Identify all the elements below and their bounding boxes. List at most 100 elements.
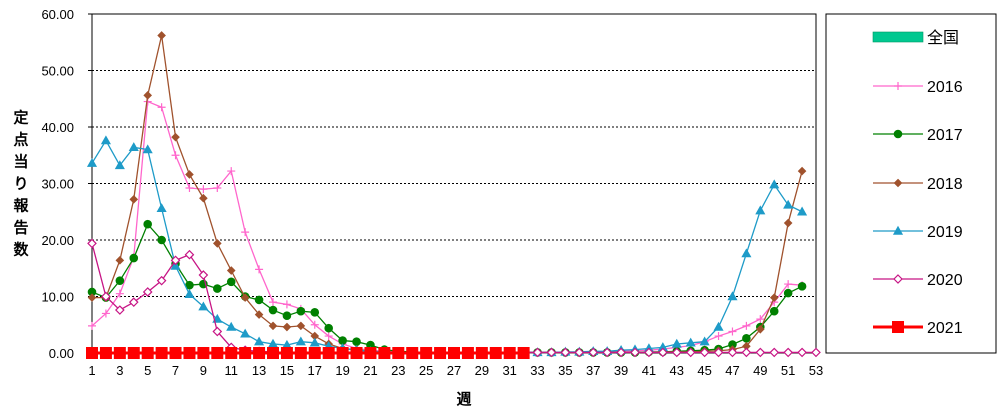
x-tick-label: 7: [172, 363, 179, 378]
data-point-2017: [743, 335, 751, 343]
data-point-2017: [144, 220, 152, 228]
legend-label: 2019: [927, 224, 963, 241]
data-point-2021: [379, 348, 390, 359]
data-point-2021: [100, 348, 111, 359]
x-tick-label: 47: [725, 363, 739, 378]
y-tick-label: 60.00: [41, 7, 74, 22]
data-point-2021: [114, 348, 125, 359]
x-tick-label: 15: [280, 363, 294, 378]
data-point-2021: [87, 348, 98, 359]
legend-label: 全国: [927, 29, 959, 47]
x-tick-label: 53: [809, 363, 823, 378]
data-point-2017: [784, 289, 792, 297]
data-point-2021: [351, 348, 362, 359]
data-point-2021: [309, 348, 320, 359]
data-point-2021: [421, 348, 432, 359]
data-point-2017: [255, 296, 263, 304]
data-point-2021: [254, 348, 265, 359]
y-tick-label: 30.00: [41, 177, 74, 192]
data-point-2017: [297, 307, 305, 315]
legend-marker: [894, 130, 902, 138]
data-point-2021: [156, 348, 167, 359]
y-tick-label: 40.00: [41, 120, 74, 135]
x-tick-label: 19: [335, 363, 349, 378]
legend-label: 2021: [927, 320, 963, 337]
x-tick-label: 35: [558, 363, 572, 378]
y-tick-label: 20.00: [41, 233, 74, 248]
y-axis-label: 定点当り報告数: [13, 109, 29, 259]
y-tick-label: 10.00: [41, 290, 74, 305]
data-point-2017: [130, 254, 138, 262]
data-point-2021: [518, 348, 529, 359]
x-tick-label: 31: [502, 363, 516, 378]
data-point-2021: [226, 348, 237, 359]
data-point-2017: [283, 312, 291, 320]
data-point-2021: [281, 348, 292, 359]
data-point-2017: [353, 338, 361, 346]
data-point-2021: [462, 348, 473, 359]
data-point-2021: [449, 348, 460, 359]
y-axis-ticks: 0.00 10.00 20.00 30.00 40.00 50.00 60.00: [41, 7, 92, 361]
data-point-2021: [170, 348, 181, 359]
x-tick-label: 43: [670, 363, 684, 378]
y-tick-label: 0.00: [49, 346, 74, 361]
data-point-2017: [770, 307, 778, 315]
x-axis-label: 週: [456, 391, 471, 408]
x-tick-label: 11: [224, 363, 238, 378]
x-tick-label: 41: [642, 363, 656, 378]
data-point-2021: [128, 348, 139, 359]
data-point-2021: [142, 348, 153, 359]
x-tick-label: 39: [614, 363, 628, 378]
x-tick-label: 5: [144, 363, 151, 378]
data-point-2017: [158, 236, 166, 244]
legend-swatch: [873, 32, 923, 42]
x-tick-label: 3: [116, 363, 123, 378]
legend-marker: [893, 322, 904, 333]
data-point-2017: [269, 306, 277, 314]
x-tick-label: 13: [252, 363, 266, 378]
y-tick-label: 50.00: [41, 64, 74, 79]
data-point-2021: [365, 348, 376, 359]
data-point-2021: [184, 348, 195, 359]
data-point-2021: [490, 348, 501, 359]
legend: 全国 2016 2017 2018 2019 2020 2021: [826, 14, 996, 353]
x-tick-label: 33: [530, 363, 544, 378]
legend-label: 2016: [927, 79, 963, 96]
legend-label: 2018: [927, 176, 963, 193]
data-point-2021: [393, 348, 404, 359]
legend-label: 2020: [927, 272, 963, 289]
data-point-2021: [240, 348, 251, 359]
data-point-2021: [268, 348, 279, 359]
x-tick-label: 1: [88, 363, 95, 378]
data-point-2021: [504, 348, 515, 359]
data-point-2021: [476, 348, 487, 359]
x-tick-label: 23: [391, 363, 405, 378]
data-point-2021: [337, 348, 348, 359]
x-tick-label: 25: [419, 363, 433, 378]
x-tick-label: 21: [363, 363, 377, 378]
x-tick-label: 51: [781, 363, 795, 378]
data-point-2017: [339, 337, 347, 345]
data-point-2021: [435, 348, 446, 359]
data-point-2017: [116, 277, 124, 285]
data-point-2017: [798, 283, 806, 291]
data-point-2021: [323, 348, 334, 359]
data-point-2021: [212, 348, 223, 359]
x-tick-label: 9: [200, 363, 207, 378]
data-point-2017: [227, 278, 235, 286]
x-tick-label: 27: [447, 363, 461, 378]
data-point-2021: [407, 348, 418, 359]
x-tick-label: 37: [586, 363, 600, 378]
x-tick-label: 49: [753, 363, 767, 378]
data-point-2021: [295, 348, 306, 359]
data-point-2021: [198, 348, 209, 359]
data-point-2017: [311, 309, 319, 317]
data-point-2017: [214, 285, 222, 293]
x-tick-label: 45: [697, 363, 711, 378]
x-tick-label: 29: [475, 363, 489, 378]
legend-label: 2017: [927, 127, 963, 144]
data-point-2017: [325, 324, 333, 332]
x-tick-label: 17: [308, 363, 322, 378]
